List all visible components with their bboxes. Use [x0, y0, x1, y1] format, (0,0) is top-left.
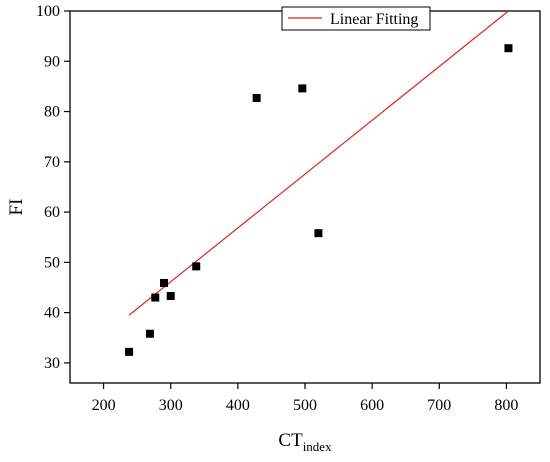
- x-axis: 200 300 400 500 600 700 800: [92, 383, 518, 414]
- data-point: [151, 293, 160, 302]
- data-point: [160, 278, 168, 287]
- linear-fit-line: [128, 10, 509, 316]
- y-tick-label: 70: [44, 154, 60, 171]
- y-tick-label: 40: [44, 305, 60, 322]
- x-tick-label: 400: [226, 397, 250, 414]
- x-tick-label: 700: [427, 397, 451, 414]
- legend: Linear Fitting: [281, 6, 431, 31]
- x-axis-label-main: CT: [278, 430, 303, 451]
- y-tick-label: 100: [36, 3, 60, 20]
- x-tick-label: 800: [494, 397, 518, 414]
- legend-label: Linear Fitting: [330, 11, 418, 28]
- y-tick-label: 90: [44, 53, 60, 70]
- plot-frame: [69, 10, 541, 384]
- y-tick-label: 60: [44, 204, 60, 221]
- y-tick-label: 80: [44, 104, 60, 121]
- data-point: [166, 292, 175, 301]
- y-tick-label: 50: [44, 254, 60, 271]
- data-point: [298, 84, 307, 93]
- y-axis: 30 40 50 60 70 80 90 100: [36, 3, 70, 372]
- x-tick-label: 300: [159, 397, 183, 414]
- y-tick-label: 30: [44, 355, 60, 372]
- x-axis-label-subscript: index: [303, 439, 332, 454]
- data-point: [145, 329, 154, 338]
- fit-layer: [128, 10, 509, 316]
- y-axis-label: FI: [6, 199, 27, 216]
- data-point: [125, 347, 134, 356]
- data-point: [252, 93, 261, 102]
- legend-box: [281, 6, 431, 31]
- data-point: [504, 44, 513, 53]
- points-layer: [125, 44, 513, 356]
- x-axis-label: CTindex: [278, 430, 332, 454]
- data-point: [192, 262, 201, 271]
- x-tick-label: 500: [293, 397, 317, 414]
- x-tick-label: 600: [360, 397, 384, 414]
- x-tick-label: 200: [92, 397, 116, 414]
- data-point: [314, 229, 323, 238]
